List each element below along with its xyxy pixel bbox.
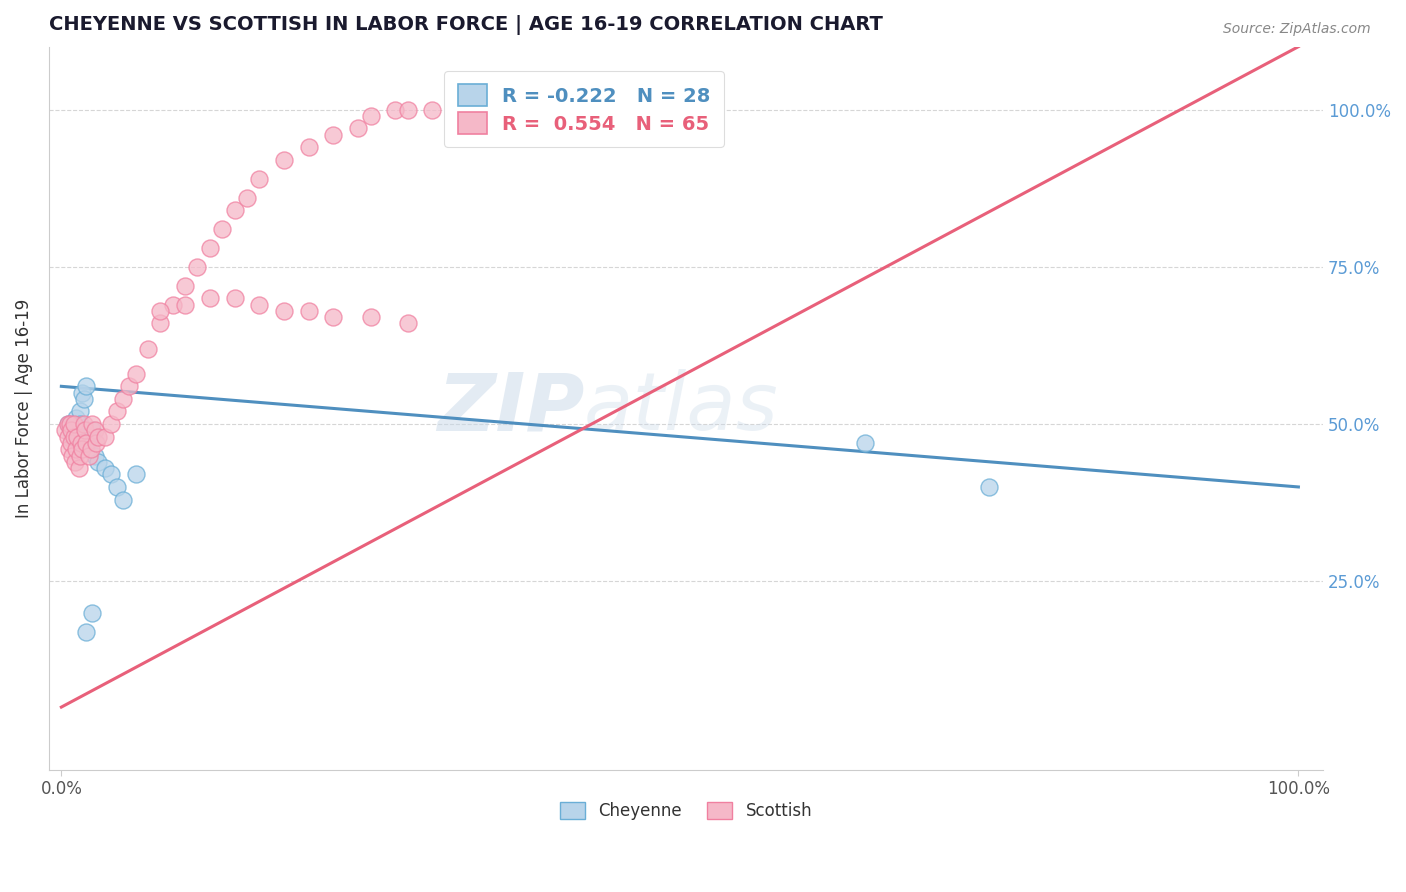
Point: [298, 303, 321, 318]
Point: [396, 103, 419, 117]
Point: [69, 417, 91, 431]
Point: [75, 624, 97, 639]
Point: [73, 423, 96, 437]
Point: [211, 222, 233, 236]
Point: [63, 423, 86, 437]
Point: [75, 436, 97, 450]
Point: [65, 410, 87, 425]
Point: [247, 297, 270, 311]
Point: [298, 140, 321, 154]
Point: [72, 442, 94, 457]
Point: [80, 442, 103, 457]
Point: [62, 417, 84, 431]
Point: [322, 310, 344, 325]
Point: [124, 367, 146, 381]
Point: [118, 379, 141, 393]
Point: [136, 342, 159, 356]
Point: [198, 241, 221, 255]
Point: [124, 467, 146, 482]
Point: [495, 103, 517, 117]
Point: [100, 417, 122, 431]
Point: [105, 404, 128, 418]
Point: [87, 455, 110, 469]
Point: [66, 430, 89, 444]
Point: [62, 417, 84, 431]
Point: [198, 291, 221, 305]
Point: [236, 191, 259, 205]
Point: [62, 430, 84, 444]
Point: [322, 128, 344, 142]
Point: [76, 436, 98, 450]
Point: [62, 430, 84, 444]
Point: [93, 461, 115, 475]
Point: [82, 423, 104, 437]
Point: [56, 430, 79, 444]
Point: [82, 417, 104, 431]
Point: [60, 423, 83, 437]
Point: [72, 417, 94, 431]
Point: [446, 103, 468, 117]
Text: CHEYENNE VS SCOTTISH IN LABOR FORCE | AGE 16-19 CORRELATION CHART: CHEYENNE VS SCOTTISH IN LABOR FORCE | AG…: [49, 15, 883, 35]
Point: [67, 461, 90, 475]
Point: [87, 430, 110, 444]
Point: [69, 404, 91, 418]
Point: [93, 430, 115, 444]
Point: [471, 103, 494, 117]
Point: [100, 467, 122, 482]
Point: [149, 317, 172, 331]
Point: [247, 171, 270, 186]
Point: [347, 121, 370, 136]
Point: [56, 417, 79, 431]
Legend: Cheyenne, Scottish: Cheyenne, Scottish: [554, 796, 818, 827]
Point: [53, 423, 76, 437]
Point: [360, 310, 382, 325]
Point: [112, 392, 135, 406]
Y-axis label: In Labor Force | Age 16-19: In Labor Force | Age 16-19: [15, 299, 32, 518]
Point: [162, 297, 184, 311]
Text: ZIP: ZIP: [437, 369, 583, 447]
Point: [422, 103, 444, 117]
Point: [62, 449, 84, 463]
Point: [224, 203, 246, 218]
Point: [59, 417, 82, 431]
Point: [67, 436, 90, 450]
Point: [186, 260, 208, 274]
Point: [60, 436, 83, 450]
Point: [360, 109, 382, 123]
Point: [70, 436, 93, 450]
Text: Source: ZipAtlas.com: Source: ZipAtlas.com: [1223, 22, 1371, 37]
Point: [83, 423, 105, 437]
Point: [112, 492, 135, 507]
Point: [84, 436, 107, 450]
Point: [72, 385, 94, 400]
Point: [174, 297, 197, 311]
Point: [58, 442, 80, 457]
Point: [149, 303, 172, 318]
Point: [979, 480, 1001, 494]
Point: [56, 417, 79, 431]
Point: [66, 430, 89, 444]
Point: [384, 103, 406, 117]
Point: [60, 423, 83, 437]
Point: [65, 442, 87, 457]
Text: atlas: atlas: [583, 369, 779, 447]
Point: [75, 379, 97, 393]
Point: [273, 303, 295, 318]
Point: [224, 291, 246, 305]
Point: [82, 606, 104, 620]
Point: [273, 153, 295, 167]
Point: [69, 449, 91, 463]
Point: [63, 455, 86, 469]
Point: [59, 417, 82, 431]
Point: [83, 449, 105, 463]
Point: [855, 436, 877, 450]
Point: [105, 480, 128, 494]
Point: [77, 449, 100, 463]
Point: [72, 392, 94, 406]
Point: [174, 278, 197, 293]
Point: [396, 317, 419, 331]
Point: [79, 430, 101, 444]
